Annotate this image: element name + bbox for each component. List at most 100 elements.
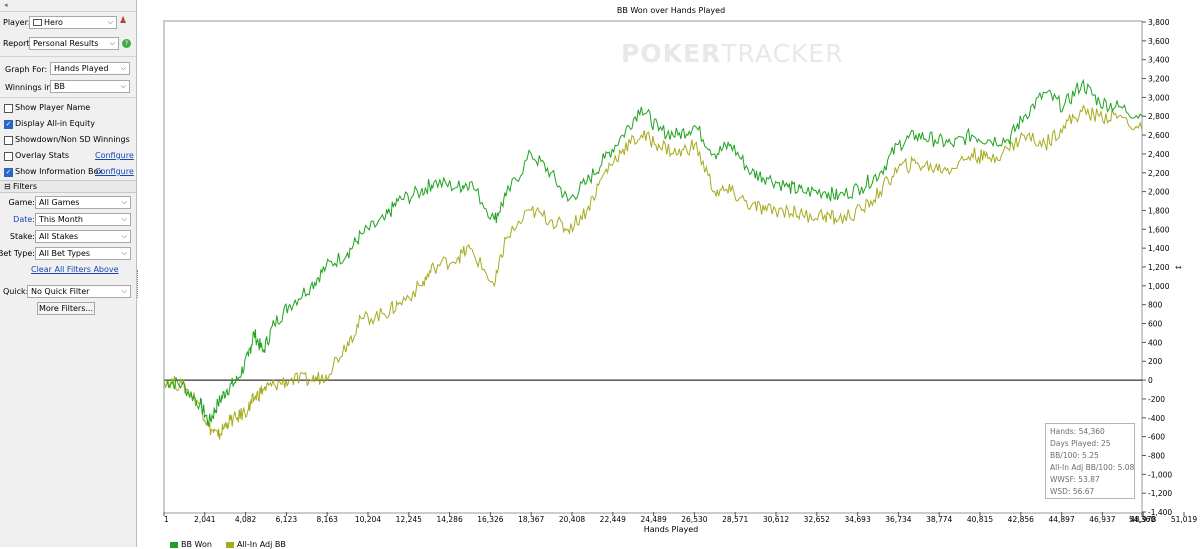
legend-label: BB Won: [181, 540, 212, 549]
divider: [0, 11, 136, 12]
y-tick-label: 3,800: [1148, 18, 1170, 27]
quick-filter-select[interactable]: No Quick Filter ⌵: [27, 285, 131, 298]
filter-label: Bet Type:: [0, 249, 35, 258]
info-box-line: Days Played: 25: [1050, 439, 1111, 448]
chevron-down-icon: ⌵: [121, 232, 127, 240]
more-filters-button[interactable]: More Filters...: [37, 302, 95, 315]
y-tick-label: -1,000: [1148, 470, 1172, 479]
report-select[interactable]: Personal Results ⌵: [29, 37, 119, 50]
filter-select[interactable]: All Stakes ⌵: [35, 230, 131, 243]
winnings-label: Winnings in:: [5, 83, 55, 92]
option-checkbox[interactable]: [4, 152, 13, 161]
x-tick-label: 22,449: [600, 515, 626, 524]
collapse-panel-icon[interactable]: ◂: [4, 1, 8, 9]
option-checkbox[interactable]: ✓: [4, 168, 13, 177]
y-tick-label: 2,400: [1148, 150, 1170, 159]
configure-link[interactable]: Configure: [95, 167, 134, 176]
filter-value: All Bet Types: [39, 249, 91, 258]
chart-legend: BB Won All-In Adj BB: [170, 540, 300, 549]
allin-adj-bb-line: [163, 104, 1143, 440]
option-label[interactable]: Showdown/Non SD Winnings: [15, 135, 130, 144]
plot-area-border: [163, 20, 1143, 514]
y-tick-label: 3,000: [1148, 93, 1170, 102]
report-value: Personal Results: [33, 39, 99, 48]
x-tick-label: 24,489: [640, 515, 666, 524]
information-box: Hands: 54,360 Days Played: 25 BB/100: 5.25…: [1045, 423, 1135, 499]
winnings-value: BB: [54, 82, 65, 91]
bb-won-chart: BB Won over Hands Played POKERTRACKER 3,…: [163, 6, 1197, 534]
legend-item[interactable]: All-In Adj BB: [225, 540, 286, 549]
option-checkbox[interactable]: [4, 104, 13, 113]
y-tick-label: 3,600: [1148, 37, 1170, 46]
option-label[interactable]: Overlay Stats: [15, 151, 70, 160]
option-label[interactable]: Show Player Name: [15, 103, 91, 112]
x-tick-label: 28,571: [722, 515, 748, 524]
graph-for-label: Graph For:: [5, 65, 48, 74]
option-label[interactable]: Display All-in Equity: [15, 119, 95, 128]
y-tick-label: 0: [1148, 376, 1153, 385]
player-label: Player:: [3, 18, 31, 27]
clear-all-filters-link[interactable]: Clear All Filters Above: [31, 265, 119, 274]
x-tick-label: 12,245: [396, 515, 422, 524]
graph-for-select[interactable]: Hands Played ⌵: [50, 62, 130, 75]
info-box-line: WSD: 56.67: [1050, 487, 1095, 496]
x-tick-label: 16,326: [477, 515, 503, 524]
x-tick-label: 26,530: [681, 515, 707, 524]
configure-link[interactable]: Configure: [95, 151, 134, 160]
y-tick-label: 1,400: [1148, 244, 1170, 253]
x-tick-label: 8,163: [316, 515, 338, 524]
filter-value: All Games: [39, 198, 80, 207]
filter-value: This Month: [39, 215, 83, 224]
chart-title: BB Won over Hands Played: [617, 6, 725, 15]
filter-select[interactable]: All Games ⌵: [35, 196, 131, 209]
player-select[interactable]: Hero ⌵: [29, 16, 117, 29]
y-tick-label: 2,600: [1148, 131, 1170, 140]
pokertracker-watermark: POKERTRACKER: [621, 39, 844, 68]
bb-won-line: [163, 78, 1143, 427]
panel-splitter-handle[interactable]: [137, 270, 140, 298]
legend-swatch: [225, 541, 234, 548]
x-tick-label: 30,612: [763, 515, 789, 524]
y-tick-label: -1,400: [1148, 508, 1172, 517]
players-icon[interactable]: ♟: [119, 16, 128, 26]
y-tick-label: 600: [1148, 320, 1163, 329]
y-tick-label: -200: [1148, 395, 1165, 404]
x-tick-label: 2,041: [194, 515, 216, 524]
filter-select[interactable]: All Bet Types ⌵: [35, 247, 131, 260]
x-tick-label: 40,815: [967, 515, 993, 524]
y-tick-label: -1,200: [1148, 489, 1172, 498]
legend-swatch: [170, 541, 178, 548]
drag-icon[interactable]: ↔: [1175, 263, 1182, 272]
option-checkbox[interactable]: [4, 136, 13, 145]
x-tick-label: 38,774: [926, 515, 952, 524]
y-tick-label: 2,000: [1148, 188, 1170, 197]
y-tick-label: 2,800: [1148, 112, 1170, 121]
filter-label: Stake:: [9, 232, 35, 241]
filters-header-label: Filters: [13, 182, 37, 191]
x-tick-label: 20,408: [559, 515, 585, 524]
filter-select[interactable]: This Month ⌵: [35, 213, 131, 226]
x-tick-label: 46,937: [1089, 515, 1115, 524]
y-tick-label: 1,800: [1148, 206, 1170, 215]
chevron-down-icon: ⌵: [121, 215, 127, 223]
y-tick-label: 800: [1148, 301, 1163, 310]
y-tick-label: -800: [1148, 451, 1165, 460]
winnings-select[interactable]: BB ⌵: [50, 80, 130, 93]
option-label[interactable]: Show Information Box: [15, 167, 103, 176]
chevron-down-icon: ⌵: [121, 249, 127, 257]
quick-filter-label: Quick:: [3, 287, 29, 296]
filters-header[interactable]: ⊟ Filters: [0, 180, 136, 193]
series-lines: [163, 78, 1143, 440]
x-tick-label: 1: [164, 515, 169, 524]
filter-panel: ◂ Player: Hero ⌵ ♟ Report: Personal Resu…: [0, 0, 137, 547]
x-tick-label: 10,204: [355, 515, 381, 524]
legend-item[interactable]: BB Won: [170, 540, 212, 549]
x-tick-label: 54,360: [1129, 515, 1155, 524]
y-tick-label: 1,600: [1148, 225, 1170, 234]
info-box-line: All-In Adj BB/100: 5.08: [1050, 463, 1135, 472]
help-icon[interactable]: ?: [122, 39, 131, 48]
y-tick-label: 3,200: [1148, 75, 1170, 84]
y-axis: 3,800 3,600 3,400 3,200 3,000 2,800 2,600 2,400…: [1142, 18, 1172, 517]
info-box-line: BB/100: 5.25: [1050, 451, 1099, 460]
option-checkbox[interactable]: ✓: [4, 120, 13, 129]
